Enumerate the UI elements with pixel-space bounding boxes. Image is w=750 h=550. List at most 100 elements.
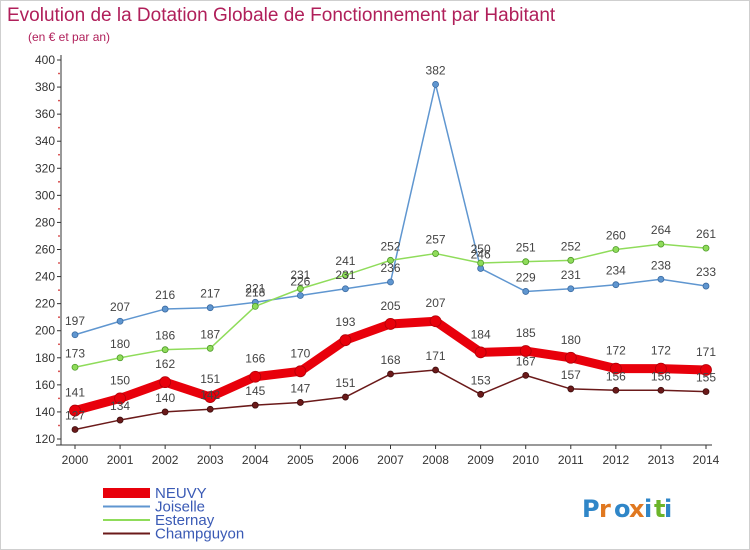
data-point-neuvy (700, 364, 712, 376)
data-point-champguyon (612, 386, 620, 394)
data-label-esternay: 241 (335, 254, 355, 268)
data-label-joiselle: 382 (426, 63, 446, 77)
data-label-joiselle: 234 (606, 264, 626, 278)
data-point-esternay (522, 258, 530, 266)
data-point-esternay (477, 259, 485, 267)
data-point-neuvy (519, 345, 532, 357)
y-minor-tick (58, 207, 60, 210)
data-point-champguyon (161, 408, 169, 416)
y-tick-label: 180 (35, 351, 55, 365)
data-point-joiselle (522, 288, 530, 295)
y-tick-label: 340 (35, 134, 55, 148)
data-point-champguyon (657, 386, 665, 394)
data-label-esternay: 218 (245, 285, 265, 299)
y-tick-label: 260 (35, 243, 55, 257)
x-tick-label: 2001 (107, 453, 134, 467)
data-label-champguyon: 171 (426, 349, 446, 363)
data-point-champguyon (342, 393, 349, 401)
x-tick-label: 2003 (197, 453, 224, 467)
legend-label-esternay: Esternay (155, 512, 215, 529)
data-label-neuvy: 141 (65, 386, 85, 400)
logo-letter: P (582, 495, 600, 523)
data-label-champguyon: 153 (471, 373, 491, 387)
y-tick-label: 300 (35, 188, 55, 202)
data-label-neuvy: 185 (516, 326, 536, 340)
data-label-champguyon: 157 (561, 368, 581, 382)
y-minor-tick (58, 180, 60, 183)
data-point-champguyon (387, 370, 394, 378)
y-minor-tick (58, 153, 60, 156)
x-tick-label: 2014 (693, 453, 720, 467)
data-label-esternay: 173 (65, 346, 85, 360)
y-minor-tick (58, 424, 60, 427)
y-minor-tick (58, 316, 60, 319)
data-label-neuvy: 166 (245, 352, 265, 366)
data-label-joiselle: 229 (516, 270, 536, 284)
y-tick-label: 140 (35, 405, 55, 419)
data-label-champguyon: 156 (606, 369, 626, 383)
data-label-joiselle: 246 (471, 247, 491, 261)
data-label-champguyon: 147 (290, 381, 310, 395)
y-minor-tick (58, 370, 60, 373)
data-point-esternay (612, 246, 620, 253)
data-point-esternay (657, 240, 665, 248)
y-minor-tick (58, 397, 60, 400)
x-tick-label: 2004 (242, 453, 269, 467)
y-minor-tick (58, 262, 60, 264)
y-tick-label: 200 (35, 324, 55, 338)
y-tick-label: 400 (35, 53, 55, 67)
y-minor-tick (58, 343, 60, 346)
logo-letter: o (614, 495, 631, 523)
data-label-neuvy: 172 (651, 344, 671, 358)
data-point-joiselle (296, 292, 304, 299)
data-point-champguyon (251, 401, 259, 409)
data-label-champguyon: 145 (245, 384, 265, 398)
data-label-joiselle: 231 (561, 268, 581, 282)
x-tick-label: 2011 (558, 453, 584, 467)
data-point-champguyon (522, 371, 530, 379)
y-minor-tick (58, 99, 60, 102)
x-tick-label: 2009 (467, 453, 494, 467)
data-label-esternay: 251 (516, 241, 536, 255)
data-point-neuvy (294, 365, 307, 378)
data-point-neuvy (429, 315, 442, 328)
data-label-joiselle: 238 (651, 258, 671, 272)
data-label-joiselle: 236 (380, 261, 400, 275)
x-tick-label: 2002 (152, 453, 179, 467)
data-point-neuvy (249, 370, 262, 383)
data-point-champguyon (432, 366, 439, 374)
data-label-esternay: 264 (651, 223, 671, 237)
x-tick-label: 2007 (377, 453, 404, 467)
x-tick-label: 2005 (287, 453, 314, 467)
data-point-champguyon (116, 416, 124, 424)
data-point-esternay (387, 256, 394, 264)
data-point-neuvy (204, 391, 217, 403)
data-point-neuvy (609, 362, 622, 375)
data-label-esternay: 231 (290, 268, 310, 282)
data-label-joiselle: 216 (155, 288, 175, 302)
data-point-esternay (161, 346, 169, 354)
data-point-neuvy (564, 351, 577, 364)
data-label-neuvy: 172 (606, 344, 626, 358)
chart-title: Evolution de la Dotation Globale de Fonc… (7, 5, 556, 26)
x-tick-label: 2006 (332, 453, 359, 467)
y-minor-tick (58, 72, 60, 75)
data-point-joiselle (432, 80, 439, 88)
data-label-neuvy: 150 (110, 373, 130, 387)
data-point-joiselle (71, 331, 79, 339)
data-point-esternay (702, 244, 710, 252)
data-label-neuvy: 193 (335, 315, 355, 329)
data-point-joiselle (342, 285, 349, 293)
data-point-champguyon (567, 385, 575, 393)
data-label-esternay: 257 (426, 233, 446, 247)
data-label-neuvy: 170 (290, 346, 310, 360)
data-label-champguyon: 127 (65, 409, 85, 423)
y-tick-label: 380 (35, 80, 55, 94)
legend-label-champguyon: Champguyon (155, 526, 244, 543)
data-label-esternay: 260 (606, 229, 626, 243)
x-tick-label: 2008 (422, 453, 449, 467)
y-tick-label: 240 (35, 270, 55, 284)
data-label-neuvy: 180 (561, 333, 581, 347)
data-label-champguyon: 156 (651, 369, 671, 383)
